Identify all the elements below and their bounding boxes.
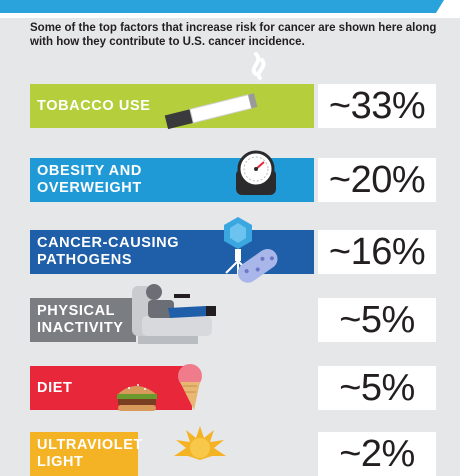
value-obesity-overweight: ~20% (328, 158, 426, 201)
value-box: ~33% (318, 84, 436, 128)
label-line: INACTIVITY (37, 320, 124, 336)
value-diet: ~5% (339, 366, 415, 409)
label-obesity-overweight: OBESITY AND OVERWEIGHT (37, 158, 217, 202)
label-tobacco-use: TOBACCO USE (37, 84, 217, 128)
pathogen-icon (224, 217, 278, 283)
value-box: ~20% (318, 158, 436, 202)
cigarette-icon (164, 52, 266, 130)
label-line: TOBACCO USE (37, 97, 151, 114)
burger-ice-cream-icon (117, 364, 202, 411)
bar-physical-inactivity (30, 298, 136, 342)
row-physical-inactivity: PHYSICAL INACTIVITY ~5% (30, 284, 436, 344)
label-cancer-causing-pathogens: CANCER-CAUSING PATHOGENS (37, 230, 217, 274)
value-physical-inactivity: ~5% (339, 298, 415, 341)
label-line: DIET (37, 379, 73, 396)
value-box: ~5% (318, 298, 436, 342)
value-cancer-causing-pathogens: ~16% (328, 230, 426, 273)
label-line: PATHOGENS (37, 252, 133, 268)
value-tobacco-use: ~33% (328, 84, 426, 127)
label-line: PHYSICAL (37, 303, 116, 319)
value-box: ~5% (318, 366, 436, 410)
value-ultraviolet-light: ~2% (339, 432, 415, 475)
header-tab (0, 0, 444, 13)
label-line: OVERWEIGHT (37, 180, 142, 196)
row-diet: DIET ~5% (30, 364, 436, 411)
value-box: ~2% (318, 432, 436, 476)
scale-icon (236, 150, 276, 195)
sun-icon (174, 426, 226, 460)
label-line: OBESITY AND (37, 163, 142, 179)
row-cancer-causing-pathogens: CANCER-CAUSING PATHOGENS ~16% (30, 217, 436, 283)
intro-text: Some of the top factors that increase ri… (30, 22, 437, 48)
row-tobacco-use: TOBACCO USE ~33% (30, 52, 436, 130)
label-line: LIGHT (37, 454, 84, 470)
bar-diet (30, 366, 192, 410)
value-box: ~16% (318, 230, 436, 274)
label-physical-inactivity: PHYSICAL INACTIVITY (37, 298, 217, 342)
row-obesity-overweight: OBESITY AND OVERWEIGHT ~20% (30, 150, 436, 202)
label-line: CANCER-CAUSING (37, 235, 180, 251)
label-line: ULTRAVIOLET (37, 437, 143, 453)
recliner-couch-potato-icon (132, 284, 216, 344)
label-diet: DIET (37, 366, 217, 410)
row-ultraviolet-light: ULTRAVIOLET LIGHT ~2% (30, 426, 436, 476)
